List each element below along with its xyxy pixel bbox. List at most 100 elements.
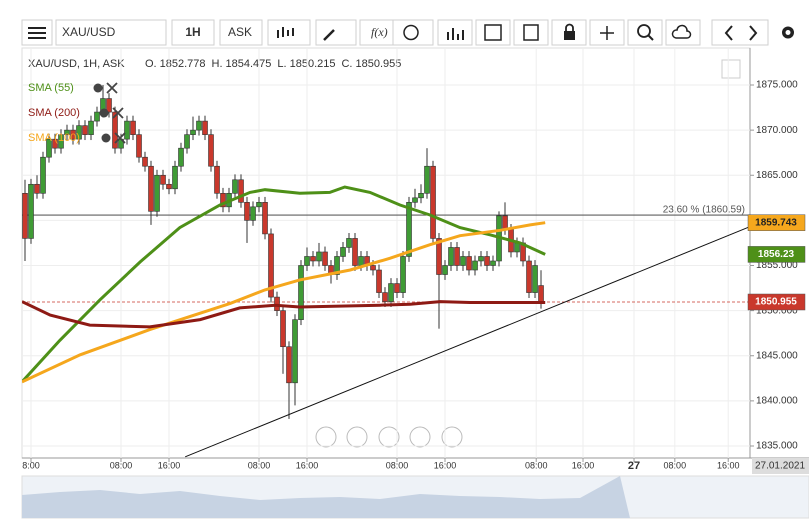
- y-tick-label: 1835.000: [756, 441, 798, 452]
- candle-body: [112, 111, 118, 149]
- icon: [564, 31, 575, 40]
- y-tick-label: 1845.000: [756, 350, 798, 361]
- legend-gear: [101, 133, 111, 143]
- candle-body: [472, 260, 478, 271]
- ohlc-label: C.: [341, 58, 352, 70]
- candle-body: [442, 265, 448, 275]
- candle-body: [130, 120, 136, 135]
- candle-body: [154, 174, 160, 212]
- icon: [523, 24, 539, 41]
- candle-body: [388, 283, 394, 302]
- legend-close: [112, 107, 124, 119]
- zoom-controls: [315, 426, 463, 448]
- candle-body: [334, 256, 340, 275]
- candle-body: [202, 120, 208, 135]
- layout-button[interactable]: [513, 19, 549, 46]
- info-button[interactable]: [392, 19, 434, 46]
- ohlc-header: O. 1852.778 H. 1854.475 L. 1850.215 C. 1850.955: [145, 58, 401, 70]
- candle-body: [406, 202, 412, 257]
- y-tick-label: 1870.000: [756, 125, 798, 136]
- cloud-button[interactable]: [665, 19, 701, 46]
- candle-body: [88, 120, 94, 135]
- candle-body: [52, 138, 58, 149]
- menu-button[interactable]: [21, 19, 53, 46]
- indicator-button[interactable]: [437, 19, 473, 46]
- y-tick-label: 1840.000: [756, 396, 798, 407]
- candle-body: [448, 247, 454, 266]
- plot-layer: [22, 48, 750, 458]
- expand-icon[interactable]: [721, 59, 741, 79]
- side: ASK: [228, 25, 252, 39]
- candle-body: [400, 256, 406, 293]
- calendar-button[interactable]: [475, 19, 511, 46]
- candle-body: [430, 165, 436, 239]
- x-tick-label: 16:00: [296, 460, 319, 470]
- candle-body: [304, 256, 310, 266]
- sma55-price: 1856.23: [758, 249, 795, 260]
- candle-body: [484, 256, 490, 266]
- fib-label: 23.60 % (1860.59): [663, 205, 745, 216]
- cursor-date-box: [752, 458, 809, 474]
- sma100-price: 1859.743: [755, 217, 797, 228]
- legend-close: [106, 82, 118, 94]
- candle-body: [286, 346, 292, 384]
- side-button[interactable]: [219, 19, 263, 46]
- y-tick-label: 1865.000: [756, 170, 798, 181]
- candle-body: [418, 193, 424, 199]
- nav-buttons[interactable]: [711, 19, 769, 46]
- candle-body: [454, 247, 460, 266]
- candle-body: [412, 197, 418, 203]
- crosshair-button[interactable]: [589, 19, 625, 46]
- candle-body: [358, 256, 364, 266]
- legend-gear: [99, 108, 109, 118]
- candle-body: [490, 260, 496, 266]
- y-tick-label: 1855.000: [756, 260, 798, 271]
- icon: [323, 29, 335, 41]
- legend-entry: SMA (200): [28, 107, 80, 119]
- zoom-button[interactable]: [627, 19, 663, 46]
- x-tick-label: 08:00: [525, 460, 548, 470]
- draw-button[interactable]: [315, 19, 357, 46]
- candle-body: [460, 256, 466, 266]
- candle-body: [310, 256, 316, 262]
- candle-body: [244, 202, 250, 221]
- candle-body: [136, 134, 142, 158]
- candle-body: [172, 165, 178, 190]
- candle-body: [436, 238, 442, 275]
- candle-body: [106, 98, 112, 113]
- candle-body: [280, 310, 286, 348]
- candle-body: [196, 120, 202, 131]
- candle-body: [538, 285, 544, 303]
- cursor-date: 27.01.2021: [755, 461, 805, 472]
- candle-body: [190, 129, 196, 135]
- candle-body: [214, 165, 220, 194]
- candle-body: [220, 193, 226, 208]
- candle-body: [22, 193, 28, 239]
- y-tick-label: 1875.000: [756, 80, 798, 91]
- candle-body: [478, 256, 484, 262]
- candle-body: [64, 129, 70, 135]
- candle-body: [424, 165, 430, 194]
- candle-body: [394, 283, 400, 293]
- sma55-price-box: [747, 246, 806, 263]
- x-tick-label: 16:00: [158, 460, 181, 470]
- symbol-input[interactable]: [55, 19, 167, 46]
- sma-line: [22, 185, 546, 383]
- x-tick-label: 27: [628, 460, 640, 472]
- candle-body: [526, 260, 532, 293]
- last-price: 1850.955: [755, 297, 797, 308]
- icon: [637, 24, 651, 38]
- legend-close: [114, 132, 126, 144]
- candle-body: [58, 134, 64, 149]
- icon: [671, 24, 692, 39]
- plot-area: [21, 47, 751, 459]
- interval-button[interactable]: [171, 19, 215, 46]
- candle-body: [370, 265, 376, 271]
- sma-line: [22, 221, 546, 384]
- x-tick-label: 08:00: [386, 460, 409, 470]
- candle-body: [46, 138, 52, 158]
- sma-line: [22, 300, 546, 329]
- candle-body: [238, 179, 244, 203]
